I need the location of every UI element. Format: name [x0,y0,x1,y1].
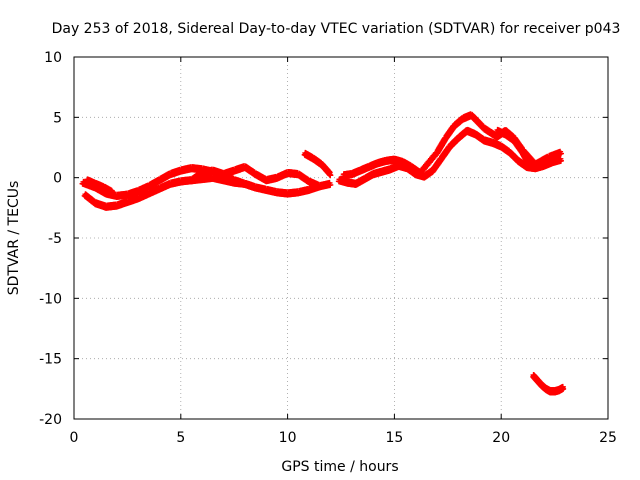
y-tick-label: -5 [48,231,62,247]
data-point [525,162,532,169]
data-point [327,172,334,179]
data-points-layer [79,111,567,396]
data-point [252,185,259,192]
data-point [558,150,565,157]
x-tick-label: 25 [599,430,617,446]
y-tick-label: 0 [53,171,62,187]
y-tick-label: 10 [44,50,62,66]
data-point [560,385,567,392]
y-tick-label: -15 [39,352,62,368]
data-point [109,190,116,197]
grid-layer [74,57,608,419]
chart-title: Day 253 of 2018, Sidereal Day-to-day VTE… [52,21,621,37]
y-tick-label: 5 [53,110,62,126]
y-axis-label: SDTVAR / TECUs [6,181,22,296]
x-tick-label: 10 [279,430,297,446]
x-tick-label: 5 [176,430,185,446]
x-tick-label: 15 [385,430,403,446]
x-axis-label: GPS time / hours [281,459,398,475]
y-tick-label: -10 [39,291,62,307]
x-tick-label: 0 [70,430,79,446]
ticks-layer: 0 5 10 15 20 25 -20 -15 -10 -5 0 5 10 [39,50,617,446]
x-tick-label: 20 [492,430,510,446]
data-point [327,181,334,188]
y-tick-label: -20 [39,412,62,428]
data-point [558,157,565,164]
